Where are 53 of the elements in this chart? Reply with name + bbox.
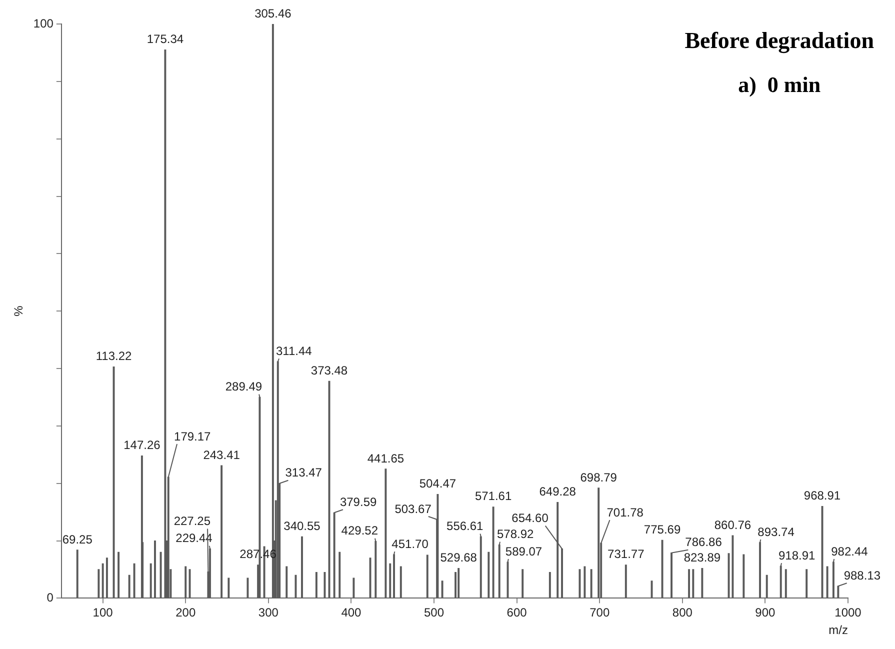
annotation: 556.61 [446,519,484,534]
x-tick-label: 600 [506,606,528,620]
annotation: 313.47 [285,466,322,480]
x-tick-label: 700 [590,606,610,620]
x-tick-label: 400 [341,606,362,620]
annotation: 786.86 [685,535,722,550]
annotation: 379.59 [340,494,377,509]
text: a) 0 min [737,72,822,98]
annotation: 147.26 [124,438,161,452]
y-tick-label: 0 [46,590,54,605]
annotation: 69.25 [62,532,93,546]
annotation: 988.13 [844,568,881,582]
annotation: 578.92 [497,527,534,542]
annotation: 701.78 [606,505,644,520]
annotation: 227.25 [174,514,211,528]
annotation: 982.44 [831,544,868,558]
annotation: 918.91 [778,548,816,562]
annotation: 340.55 [284,519,321,534]
annotation: 504.47 [419,476,456,491]
annotation: 451.70 [392,536,429,551]
annotation: 529.68 [440,550,478,565]
annotation: 503.67 [394,502,432,516]
annotation: 731.77 [608,547,645,562]
annotation: 571.61 [474,489,512,504]
y-axis-title: % [12,305,26,316]
chart-title: Before degradation [684,28,874,54]
annotation: 589.07 [505,544,542,558]
annotation: 113.22 [96,349,132,364]
x-tick-label: 200 [176,606,196,620]
x-tick-label: 300 [258,606,279,620]
annotation: 305.46 [254,6,292,20]
x-tick-label: 900 [755,606,776,620]
annotation: 441.65 [367,451,404,466]
annotation: 311.44 [276,344,312,358]
annotation: 289.49 [225,380,262,394]
x-tick-label: 100 [92,606,114,620]
annotation: 654.60 [512,511,549,526]
x-tick-label: 1000 [834,606,862,620]
annotation: 429.52 [341,524,378,538]
annotation: 698.79 [580,470,618,484]
x-tick-label: 500 [424,606,444,620]
x-tick-label: 800 [672,606,693,620]
annotation: 649.28 [539,484,576,499]
annotation: 968.91 [804,488,841,503]
annotation: 860.76 [714,518,752,532]
annotation: 179.17 [174,429,212,444]
annotation: 775.69 [644,522,681,537]
x-axis-title: m/z [828,623,848,638]
annotation: 823.89 [684,550,721,565]
annotation: 243.41 [203,448,240,462]
annotation: 893.74 [758,524,795,539]
annotation: 373.48 [310,363,348,378]
annotation: 175.34 [146,32,184,46]
